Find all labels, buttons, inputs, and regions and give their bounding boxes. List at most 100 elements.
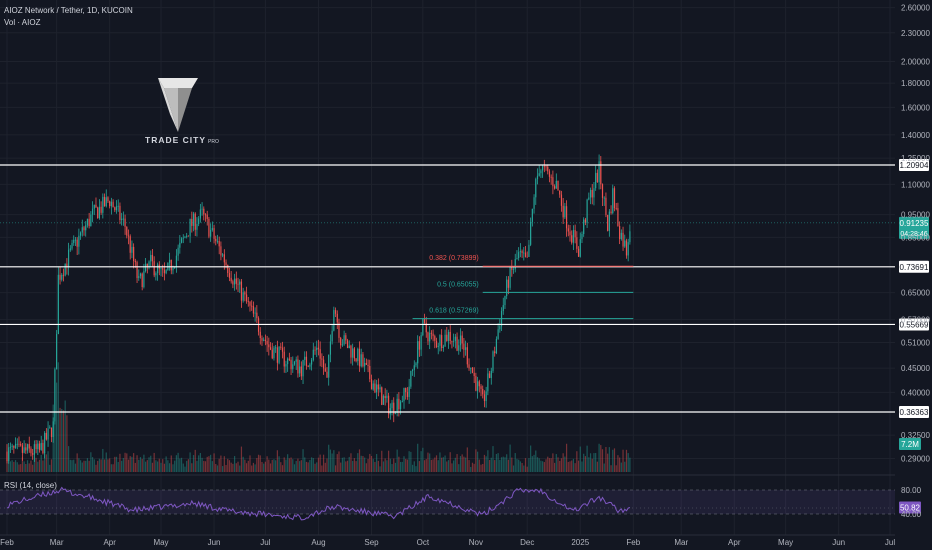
candle-body (245, 294, 248, 302)
volume-bar (93, 459, 95, 472)
candle-body (268, 344, 270, 348)
volume-bar (98, 458, 101, 472)
volume-bar (506, 454, 508, 472)
candle-body (399, 401, 402, 410)
candle-body (334, 310, 337, 314)
candle-body (429, 332, 431, 342)
candle-body (468, 364, 470, 369)
volume-bar (475, 449, 477, 472)
candle-body (16, 443, 18, 445)
candle-body (18, 443, 20, 445)
volume-bar (367, 458, 369, 472)
candle-body (369, 365, 371, 380)
volume-bar (393, 458, 395, 472)
candle-body (381, 387, 383, 405)
volume-bar (146, 460, 148, 472)
candle-body (275, 347, 277, 349)
volume-bar (625, 449, 628, 472)
candle-body (459, 335, 462, 346)
volume-bar (105, 452, 107, 472)
volume-bar (567, 461, 569, 472)
candle-body (536, 175, 539, 180)
volume-bar (326, 458, 328, 472)
candle-body (283, 351, 285, 367)
volume-bar (251, 465, 253, 472)
volume-bar (552, 453, 554, 472)
volume-bar (364, 457, 366, 472)
candle-body (364, 362, 366, 367)
candle-body (488, 373, 491, 378)
volume-bar (454, 457, 456, 472)
volume-bar (228, 460, 231, 472)
candle-body (33, 444, 35, 455)
candle-body (518, 252, 520, 259)
volume-bar (184, 466, 186, 472)
level-price-tag (899, 406, 929, 418)
candle-body (435, 340, 438, 347)
candle-body (290, 359, 292, 370)
volume-bar (613, 448, 616, 472)
volume-bar (172, 464, 174, 472)
candle-body (470, 367, 472, 369)
volume-bar (285, 459, 287, 472)
volume-bar (577, 460, 580, 472)
candle-body (461, 335, 463, 344)
candle-body (584, 219, 586, 223)
volume-bar (358, 449, 361, 472)
volume-bar (333, 450, 335, 472)
candle-body (251, 305, 253, 307)
candle-body (511, 267, 513, 270)
candle-body (471, 367, 474, 373)
volume-bar (167, 460, 169, 472)
candle-body (350, 345, 352, 358)
volume-bar (353, 458, 355, 472)
volume-bar (547, 456, 549, 472)
volume-bar (369, 453, 371, 472)
volume-bar (476, 451, 479, 472)
volume-bar (64, 400, 66, 472)
candle-body (208, 218, 210, 237)
volume-bar (458, 464, 460, 472)
candle-body (131, 246, 133, 253)
volume-bar (263, 463, 265, 472)
candle-body (456, 336, 458, 351)
candle-body (259, 331, 261, 339)
candle-body (6, 451, 8, 462)
level-price-label: 1.20904 (900, 161, 929, 170)
volume-bar (403, 456, 405, 472)
candle-body (393, 402, 395, 414)
volume-bar (355, 461, 357, 472)
volume-bar (439, 452, 441, 472)
volume-bar (247, 460, 249, 472)
volume-bar (237, 461, 239, 472)
candle-body (526, 256, 528, 258)
volume-bar (307, 462, 309, 472)
candle-body (389, 408, 391, 415)
volume-bar (11, 460, 13, 472)
x-tick-label: Aug (311, 538, 325, 547)
candle-body (410, 370, 412, 387)
candle-body (69, 248, 71, 250)
candle-body (57, 274, 59, 335)
rsi-value-tag (899, 501, 921, 514)
volume-bar (21, 457, 24, 472)
candle-body (328, 354, 330, 378)
volume-bar (512, 465, 515, 472)
candle-body (38, 443, 41, 450)
y-tick-label: 1.60000 (901, 103, 930, 112)
volume-bar (519, 461, 521, 472)
x-tick-label: May (778, 538, 793, 547)
candle-body (81, 227, 83, 233)
volume-bar (565, 443, 568, 472)
volume-bar (85, 460, 87, 472)
volume-bar (155, 460, 157, 472)
volume-bar (79, 460, 82, 472)
volume-bar (28, 463, 30, 472)
candle-body (160, 268, 162, 270)
volume-bar (288, 458, 290, 472)
volume-bar (583, 453, 585, 472)
volume-bar (30, 460, 32, 472)
y-tick-label: 0.65000 (901, 289, 930, 298)
volume-bar (382, 461, 385, 472)
current-price-tag (899, 216, 929, 239)
